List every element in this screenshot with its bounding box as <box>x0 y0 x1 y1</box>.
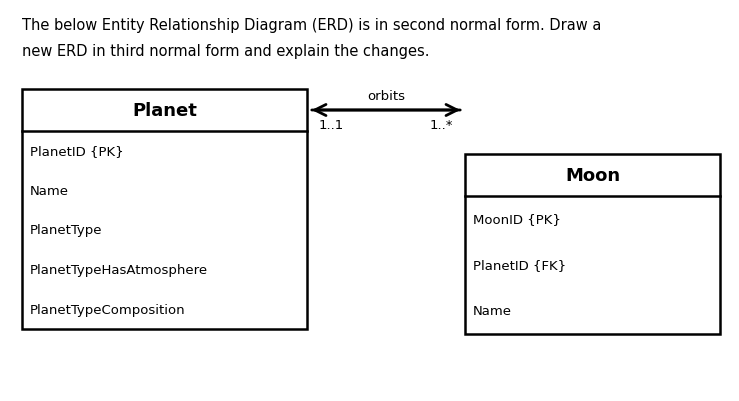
Text: MoonID {PK}: MoonID {PK} <box>473 213 561 226</box>
Text: 1..*: 1..* <box>429 119 453 132</box>
Text: 1..1: 1..1 <box>319 119 344 132</box>
Text: PlanetType: PlanetType <box>30 224 103 237</box>
Text: PlanetTypeHasAtmosphere: PlanetTypeHasAtmosphere <box>30 263 208 276</box>
Text: Name: Name <box>473 305 512 318</box>
Bar <box>465 155 720 334</box>
Text: new ERD in third normal form and explain the changes.: new ERD in third normal form and explain… <box>22 44 429 59</box>
Text: Name: Name <box>30 184 69 197</box>
Bar <box>22 90 307 329</box>
Text: PlanetID {PK}: PlanetID {PK} <box>30 145 123 158</box>
Text: PlanetID {FK}: PlanetID {FK} <box>473 259 566 272</box>
Text: Planet: Planet <box>132 102 197 120</box>
Text: The below Entity Relationship Diagram (ERD) is in second normal form. Draw a: The below Entity Relationship Diagram (E… <box>22 18 602 33</box>
Text: PlanetTypeComposition: PlanetTypeComposition <box>30 303 185 316</box>
Text: Moon: Moon <box>565 166 620 184</box>
Text: orbits: orbits <box>367 90 405 103</box>
